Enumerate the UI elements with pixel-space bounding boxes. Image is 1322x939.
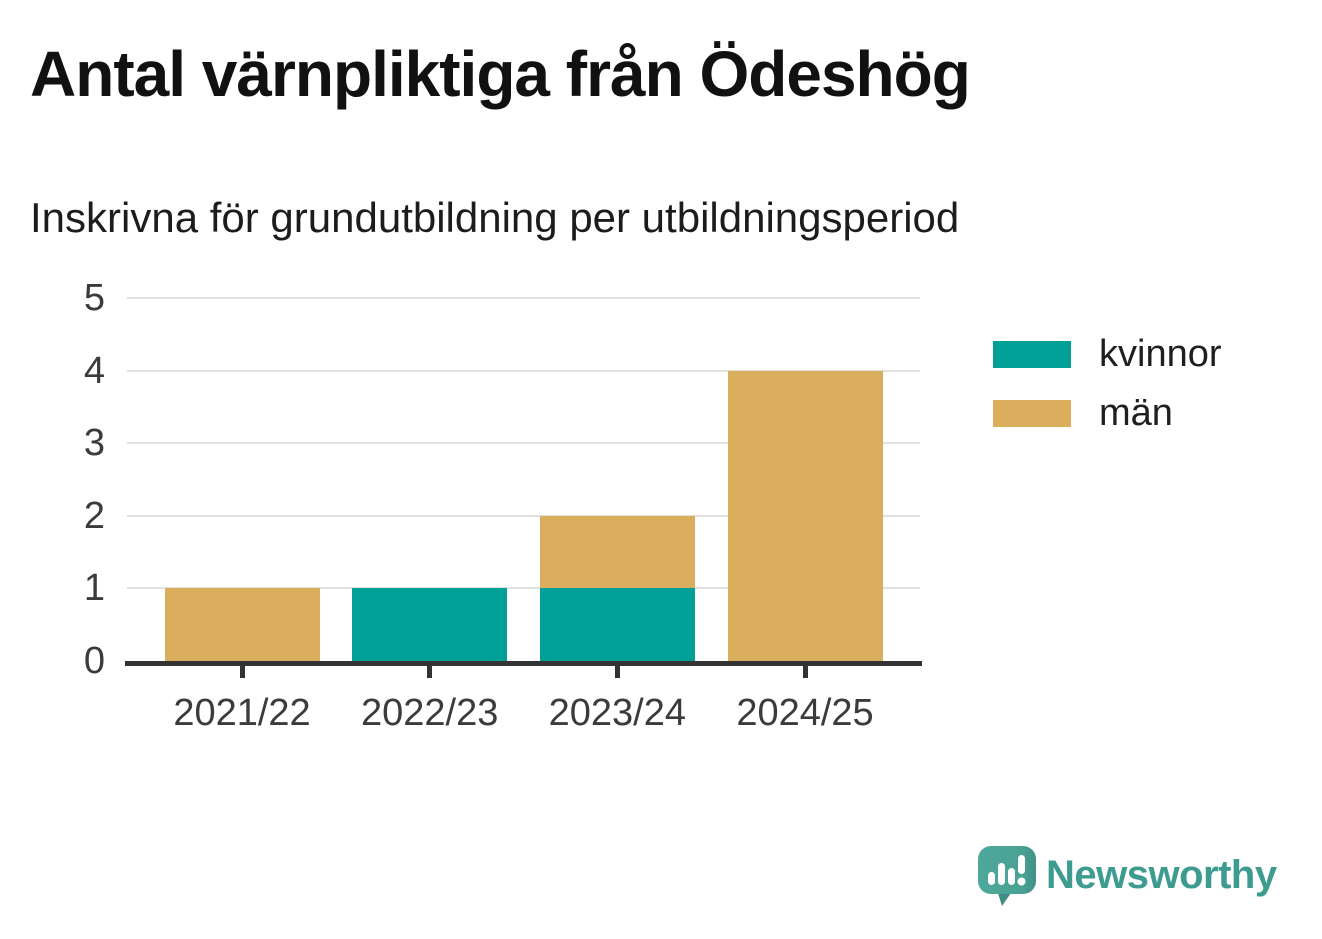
grid-line-y3 — [127, 442, 920, 445]
legend-label: män — [1099, 391, 1173, 434]
x-axis-tick-label: 2023/24 — [548, 692, 686, 734]
x-axis-tick — [427, 666, 433, 678]
mini-bar-3 — [1008, 868, 1015, 885]
x-axis-tick — [239, 666, 245, 678]
x-axis-tick — [614, 666, 620, 678]
x-axis-tick-label: 2022/23 — [361, 692, 499, 734]
grid-line-y5 — [127, 297, 920, 299]
legend-label: kvinnor — [1099, 332, 1222, 375]
bar-segment-män-2021/22 — [164, 588, 320, 661]
chart-title: Antal värnpliktiga från Ödeshög — [30, 38, 971, 110]
newsworthy-branding: Newsworthy — [978, 846, 1277, 908]
bar-segment-män-2023/24 — [539, 515, 695, 589]
x-axis-tick-label: 2024/25 — [736, 692, 874, 734]
grid-line-y1 — [127, 587, 920, 590]
kvinnor-legend-swatch — [993, 340, 1071, 368]
x-axis-line — [125, 661, 922, 666]
y-axis-tick-label: 1 — [83, 567, 105, 610]
x-axis-tick — [802, 666, 808, 678]
newsworthy-logo-text: Newsworthy — [1046, 853, 1277, 897]
bar-segment-kvinnor-2023/24 — [539, 588, 695, 661]
grid-line-y4 — [127, 369, 920, 372]
män-legend-swatch — [993, 399, 1071, 427]
x-axis-tick-label: 2021/22 — [173, 692, 311, 734]
y-axis-tick-label: 3 — [83, 422, 105, 465]
chart-subtitle: Inskrivna för grundutbildning per utbild… — [30, 194, 960, 241]
mini-bar-1 — [988, 872, 995, 885]
newsworthy-logo-icon — [978, 846, 1036, 906]
y-axis-tick-label: 5 — [83, 277, 105, 319]
legend-item-kvinnor: kvinnor — [993, 332, 1222, 375]
bar-segment-kvinnor-2022/23 — [352, 588, 508, 661]
y-axis-tick-label: 2 — [83, 494, 105, 537]
bar-segment-män-2024/25 — [727, 370, 883, 661]
legend-item-män: män — [993, 391, 1173, 434]
grid-line-y2 — [127, 514, 920, 517]
speech-bubble — [978, 846, 1036, 894]
exclamation-bar — [1018, 855, 1025, 874]
exclamation-dot — [1017, 877, 1026, 886]
y-axis-tick-label: 0 — [83, 640, 105, 682]
y-axis-tick-label: 4 — [83, 349, 105, 392]
mini-bar-2 — [998, 863, 1005, 885]
